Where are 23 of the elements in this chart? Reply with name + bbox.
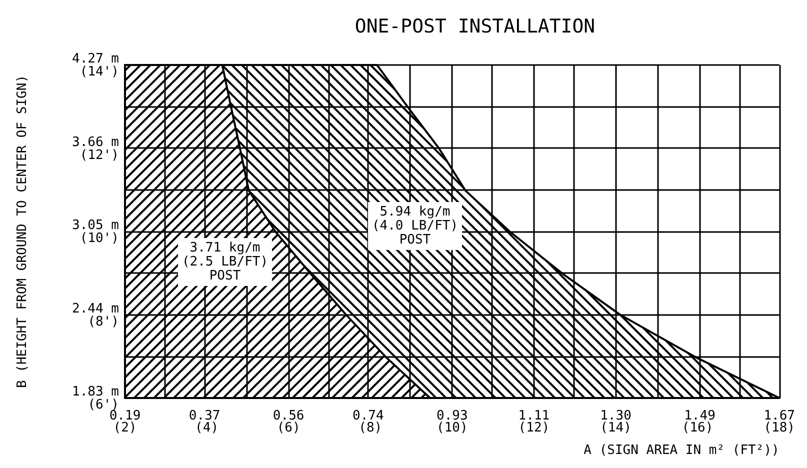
annotation: 3.71 kg/m (2.5 LB/FT) POST — [182, 240, 268, 284]
y-tick-label: 4.27 m — [72, 52, 120, 66]
x2-tick-label: (8) — [358, 420, 382, 436]
x2-tick-label: (18) — [764, 420, 796, 436]
x2-tick-label: (10) — [436, 420, 468, 436]
x2-tick-label: (14) — [600, 420, 632, 436]
y2-tick-label: (12') — [80, 148, 119, 163]
y-tick-label: 1.83 m — [72, 384, 120, 400]
x-axis-title: A (SIGN AREA IN m² (FT²)) — [584, 443, 780, 458]
x2-tick-label: (12) — [518, 420, 550, 436]
annotation: 5.94 kg/m (4.0 LB/FT) POST — [372, 204, 458, 248]
x2-tick-label: (6) — [276, 420, 300, 436]
y2-tick-label: (14') — [80, 64, 119, 80]
y-tick-label: 3.66 m — [72, 134, 120, 150]
chart-title: ONE-POST INSTALLATION — [354, 16, 596, 38]
y2-tick-label: (8') — [88, 314, 119, 330]
x2-tick-label: (2) — [113, 420, 137, 436]
x2-tick-label: (4) — [195, 420, 219, 436]
y-tick-label: 3.05 m — [72, 218, 120, 233]
y-tick-label: 2.44 m — [72, 301, 120, 316]
y-axis-title: B (HEIGHT FROM GROUND TO CENTER OF SIGN) — [15, 74, 30, 388]
y2-tick-label: (10') — [80, 231, 119, 246]
x2-tick-label: (16) — [682, 420, 714, 436]
